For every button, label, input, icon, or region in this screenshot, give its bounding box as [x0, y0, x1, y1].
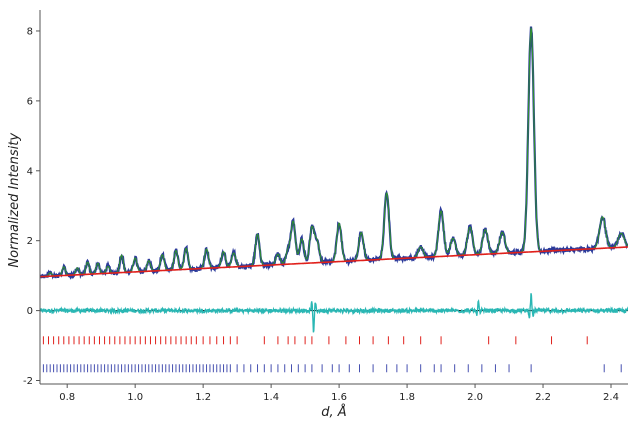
series-observed: [40, 26, 628, 280]
x-tick-label: 0.8: [59, 392, 75, 403]
series-difference: [40, 293, 628, 333]
x-tick-label: 1.8: [399, 392, 415, 403]
y-tick-label: 0: [27, 306, 33, 317]
y-tick-label: 8: [27, 26, 33, 37]
series-group: [40, 26, 628, 373]
series-calculated: [40, 26, 628, 278]
x-tick-label: 2.4: [603, 392, 619, 403]
x-axis-title: d, Å: [321, 404, 346, 420]
x-tick-label: 1.0: [127, 392, 143, 403]
y-tick-label: 2: [27, 236, 33, 247]
x-tick-label: 1.2: [195, 392, 211, 403]
x-tick-label: 2.2: [535, 392, 551, 403]
axes: 0.8 1.0 1.2 1.4 1.6 1.8 2.0 2.2 2.4 -2 0 2 4 6 8: [23, 10, 628, 403]
x-tick-label: 1.4: [263, 392, 279, 403]
x-tick-label: 2.0: [467, 392, 483, 403]
plot-area: [40, 26, 628, 373]
y-axis-title: Normalized Intensity: [7, 133, 22, 268]
series-background: [40, 246, 628, 278]
x-tick-label: 1.6: [331, 392, 347, 403]
y-tick-label: -2: [23, 376, 33, 387]
y-tick-label: 4: [27, 166, 33, 177]
y-tick-label: 6: [27, 96, 33, 107]
